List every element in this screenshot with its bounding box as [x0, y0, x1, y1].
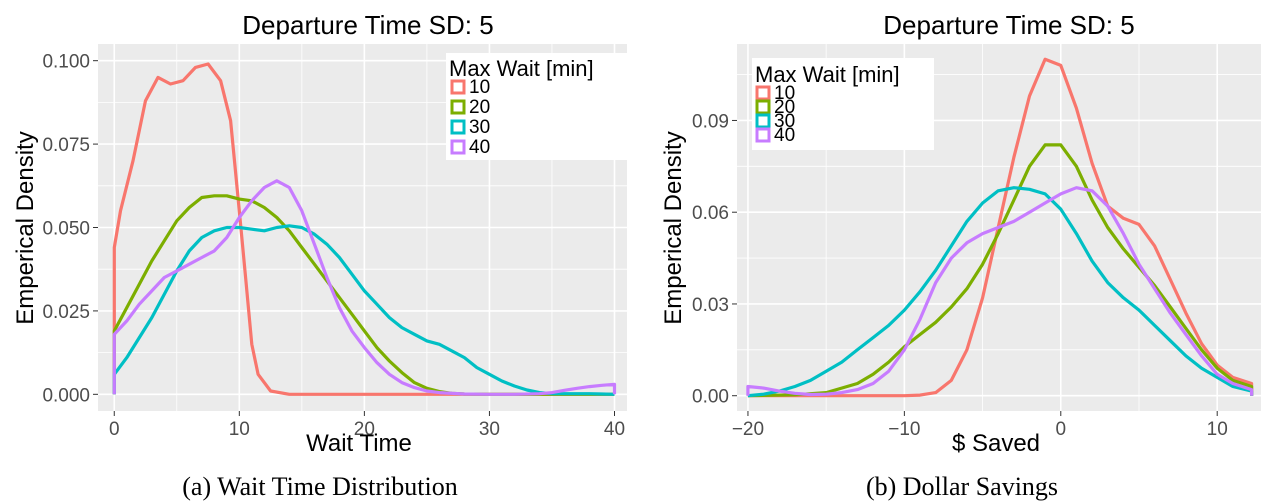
- x-tick-label: 10: [229, 419, 250, 440]
- y-axis-ticks: 0.00 0.03 0.06 0.09: [692, 111, 737, 408]
- series-line-40: [746, 186, 1254, 397]
- series-line-20: [747, 143, 1254, 398]
- x-tick-label: −20: [732, 419, 764, 440]
- y-tick-label: 0.09: [692, 111, 729, 132]
- legend-label-30: 30: [774, 111, 795, 132]
- legend-background: [752, 58, 934, 150]
- y-tick-label: 0.000: [42, 385, 90, 406]
- series-line-10: [112, 62, 615, 396]
- x-tick-label: 0: [109, 419, 120, 440]
- density-curves: [746, 57, 1254, 398]
- x-tick-label: 10: [1207, 419, 1228, 440]
- y-axis-title: Emperical Density: [12, 131, 39, 324]
- series-line-30: [747, 186, 1254, 398]
- series-line-40: [112, 179, 617, 396]
- legend-label-10: 10: [774, 83, 795, 104]
- y-tick-label: 0.100: [42, 52, 90, 73]
- x-axis-ticks: −20 −10 0 10: [732, 411, 1228, 440]
- figure-caption: (a) Wait Time Distribution: [182, 472, 458, 501]
- legend-label-40: 40: [469, 137, 490, 158]
- legend-label-20: 20: [774, 97, 795, 118]
- x-tick-label: 40: [604, 419, 625, 440]
- legend-label-40: 40: [774, 125, 795, 146]
- density-curves: [112, 62, 617, 396]
- legend-label-10: 10: [469, 77, 490, 98]
- y-tick-label: 0.075: [42, 135, 90, 156]
- chart-title: Departure Time SD: 5: [883, 10, 1134, 40]
- legend-title: Max Wait [min]: [449, 56, 594, 81]
- x-tick-label: −10: [888, 419, 920, 440]
- legend-label-20: 20: [469, 97, 490, 118]
- chart-title: Departure Time SD: 5: [242, 10, 493, 40]
- x-axis-ticks: 0 10 20 30 40: [109, 411, 625, 440]
- legend-key-30: [450, 119, 466, 135]
- legend-key-40: [755, 127, 771, 143]
- y-tick-label: 0.025: [42, 302, 90, 323]
- x-axis-title: $ Saved: [952, 430, 1040, 457]
- legend-key-20: [450, 99, 466, 115]
- y-axis-title: Emperical Density: [660, 131, 687, 324]
- y-tick-label: 0.00: [692, 387, 729, 408]
- x-tick-label: 0: [1055, 419, 1066, 440]
- wait-time-chart: Departure Time SD: 5 0 10 20 30 40 0.0000.02…: [12, 10, 627, 501]
- legend-key-10: [450, 79, 466, 95]
- series-line-30: [112, 224, 615, 396]
- legend-key-30: [755, 113, 771, 129]
- y-tick-label: 0.03: [692, 295, 729, 316]
- x-tick-label: 30: [479, 419, 500, 440]
- legend-key-40: [450, 139, 466, 155]
- x-axis-title: Wait Time: [306, 430, 412, 457]
- legend-key-20: [755, 99, 771, 115]
- legend-key-10: [755, 85, 771, 101]
- legend-label-30: 30: [469, 117, 490, 138]
- legend-background: [446, 53, 627, 160]
- figure-caption: (b) Dollar Savings: [866, 472, 1058, 501]
- dollar-savings-chart: Departure Time SD: 5 −20 −10 0 10 0.000.030…: [660, 10, 1261, 501]
- y-axis-ticks: 0.000 0.025 0.050 0.075 0.100: [42, 52, 98, 406]
- y-tick-label: 0.050: [42, 219, 90, 240]
- series-line-10: [747, 57, 1254, 398]
- y-tick-label: 0.06: [692, 203, 729, 224]
- x-tick-label: 20: [354, 419, 375, 440]
- legend-title: Max Wait [min]: [755, 62, 900, 87]
